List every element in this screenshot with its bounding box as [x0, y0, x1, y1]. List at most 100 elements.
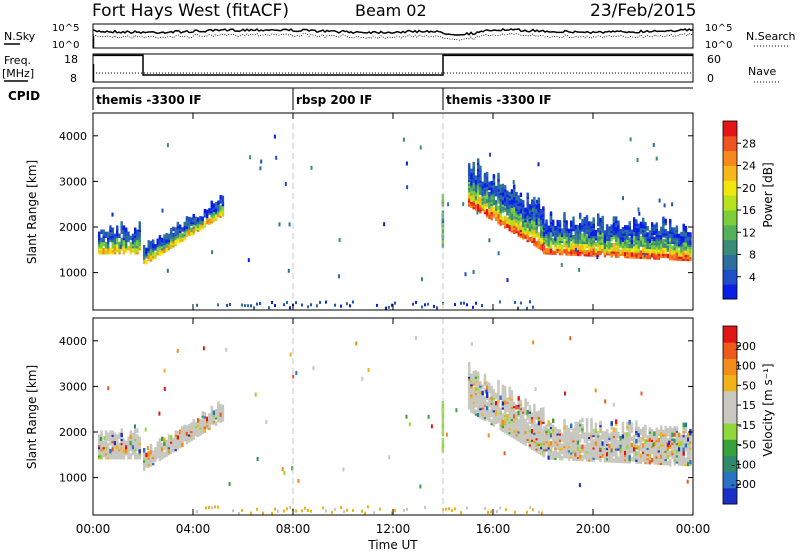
range-cell — [241, 303, 243, 307]
range-cell — [486, 409, 489, 415]
range-cell — [510, 390, 514, 395]
range-cell — [486, 198, 489, 204]
range-cell — [492, 411, 496, 417]
range-cell — [510, 414, 514, 420]
range-cell — [203, 420, 207, 425]
colorbar-tick-label: 200 — [735, 340, 756, 353]
range-cell — [310, 165, 313, 170]
range-cell — [554, 437, 557, 442]
range-cell — [537, 162, 540, 167]
range-cell — [495, 216, 498, 221]
range-cell — [588, 448, 591, 454]
range-cell — [340, 304, 342, 308]
range-cell — [421, 277, 423, 282]
nsearch-line — [92, 32, 694, 41]
range-cell — [635, 235, 638, 241]
range-cell — [552, 219, 555, 225]
range-cell — [533, 217, 536, 222]
range-cell — [98, 231, 101, 237]
range-cell — [540, 442, 543, 448]
range-cell — [361, 376, 364, 381]
range-cell — [116, 225, 119, 230]
range-cell — [466, 506, 468, 510]
range-cell — [533, 206, 536, 212]
range-cell — [194, 216, 198, 222]
range-cell — [664, 460, 667, 466]
range-cell — [468, 382, 471, 387]
range-cell — [215, 214, 218, 219]
range-cell — [558, 220, 562, 225]
range-cell — [199, 418, 202, 424]
range-cell — [572, 239, 575, 244]
range-cell — [574, 421, 577, 427]
range-cell — [554, 250, 557, 256]
range-cell — [129, 430, 132, 435]
range-cell — [662, 429, 665, 435]
range-cell — [486, 190, 489, 195]
cpid-segment-label: themis -3300 IF — [96, 93, 202, 107]
range-cell — [138, 436, 141, 442]
range-cell — [682, 451, 685, 456]
range-cell — [664, 218, 667, 224]
range-cell — [172, 232, 175, 238]
range-cell — [612, 216, 616, 221]
range-cell — [574, 444, 577, 449]
range-cell — [519, 221, 523, 226]
range-cell — [127, 231, 130, 237]
range-cell — [441, 210, 445, 215]
range-cell — [601, 441, 604, 446]
range-cell — [617, 456, 620, 461]
range-cell — [468, 405, 471, 410]
range-cell — [201, 216, 204, 221]
range-cell — [552, 455, 555, 460]
range-cell — [619, 233, 622, 238]
range-cell — [483, 373, 487, 379]
range-cell — [481, 384, 484, 390]
colorbar-swatch — [723, 135, 737, 152]
range-cell — [219, 404, 222, 409]
range-cell — [664, 452, 667, 457]
range-cell — [433, 304, 435, 308]
range-cell — [474, 370, 478, 375]
range-cell — [633, 453, 636, 458]
colorbar-swatch — [723, 423, 737, 440]
range-cell — [535, 431, 538, 437]
range-cell — [463, 301, 465, 305]
range-cell — [412, 302, 414, 306]
range-cell — [488, 409, 491, 414]
range-cell — [122, 250, 126, 255]
range-cell — [346, 302, 348, 306]
range-cell — [120, 237, 123, 243]
range-cell — [199, 423, 202, 428]
range-cell — [565, 244, 568, 250]
velocity-colorbar-label: Velocity [m s⁻¹] — [761, 363, 775, 456]
nsearch-tick-top: 10^5 — [705, 23, 732, 34]
range-cell — [238, 511, 240, 515]
range-cell — [161, 453, 164, 458]
range-cell — [190, 436, 193, 442]
nsky-line — [92, 27, 694, 36]
range-cell — [526, 422, 529, 427]
range-cell — [630, 457, 634, 462]
range-cell — [206, 219, 209, 225]
range-cell — [662, 448, 665, 453]
range-cell — [312, 366, 315, 371]
range-cell — [284, 182, 287, 186]
range-cell — [134, 227, 137, 232]
y-tick-label: 4000 — [59, 130, 87, 143]
range-cell — [501, 216, 505, 221]
range-cell — [174, 227, 177, 232]
range-cell — [660, 425, 663, 431]
range-cell — [535, 241, 538, 246]
range-cell — [524, 437, 527, 442]
range-cell — [684, 225, 688, 231]
range-cell — [615, 241, 618, 246]
range-cell — [143, 448, 146, 453]
nsky-panel: N.Sky 10^5 10^0 N.Search 10^5 10^0 — [4, 23, 796, 51]
range-cell — [543, 426, 546, 431]
range-cell — [283, 470, 286, 475]
range-cell — [628, 221, 631, 226]
range-cell — [107, 231, 110, 237]
range-cell — [540, 209, 543, 214]
range-cell — [572, 220, 575, 226]
